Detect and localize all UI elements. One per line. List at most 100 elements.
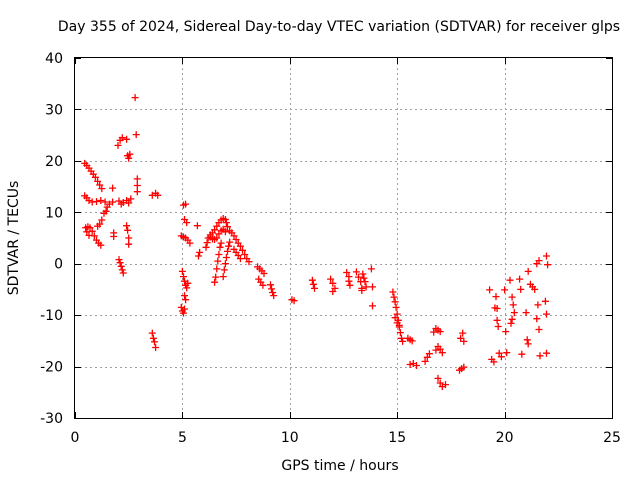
data-point	[502, 328, 510, 336]
data-point	[329, 288, 337, 295]
data-point	[497, 353, 505, 361]
data-point	[493, 316, 501, 324]
data-point	[203, 239, 211, 247]
data-point	[125, 234, 133, 242]
x-tick-label: 20	[496, 430, 514, 446]
data-point	[367, 265, 375, 273]
data-point	[149, 334, 157, 342]
data-point	[508, 315, 516, 323]
data-point	[94, 177, 102, 185]
data-points	[81, 94, 552, 391]
data-point	[508, 293, 516, 301]
data-point	[183, 219, 191, 227]
data-point	[423, 353, 431, 361]
data-point	[224, 223, 231, 231]
data-point	[442, 381, 449, 389]
data-point	[430, 328, 438, 336]
data-point	[97, 241, 105, 249]
data-point	[109, 184, 117, 192]
data-point	[460, 363, 468, 371]
data-point	[123, 135, 131, 143]
data-point	[269, 289, 277, 296]
data-point	[369, 283, 376, 291]
data-point	[236, 242, 244, 250]
data-point	[535, 326, 543, 333]
data-point	[213, 265, 221, 273]
data-point	[360, 274, 368, 282]
data-point	[220, 266, 228, 274]
data-point	[343, 269, 351, 276]
data-point	[490, 358, 498, 366]
x-tick-labels: 0 5 10 15 20 25	[71, 430, 621, 446]
axis-ticks	[75, 58, 613, 419]
x-axis-label: GPS time / hours	[281, 458, 398, 474]
data-point	[308, 276, 316, 284]
data-point	[216, 243, 224, 251]
data-point	[239, 246, 246, 254]
data-point	[533, 315, 541, 323]
x-tick-label: 5	[178, 430, 187, 446]
data-point	[432, 346, 440, 354]
data-point	[214, 257, 222, 265]
data-point	[85, 197, 93, 204]
data-point	[346, 281, 354, 289]
data-point	[396, 329, 404, 337]
data-point	[327, 275, 335, 283]
data-point	[493, 305, 501, 312]
data-point	[202, 243, 210, 251]
x-tick-label: 15	[388, 430, 406, 446]
data-point	[352, 268, 360, 276]
data-point	[268, 285, 275, 293]
data-point	[127, 195, 135, 203]
data-point	[391, 314, 399, 322]
data-point	[232, 236, 240, 243]
y-tick-label: 40	[45, 51, 63, 67]
data-point	[358, 287, 366, 294]
data-point	[510, 309, 518, 317]
y-tick-label: 0	[54, 257, 63, 273]
data-point	[492, 293, 500, 301]
data-point	[133, 182, 141, 189]
data-point	[96, 181, 104, 189]
data-point	[536, 352, 544, 360]
data-point	[392, 303, 400, 311]
data-point	[438, 349, 446, 357]
data-point	[494, 323, 502, 330]
data-point	[457, 334, 465, 342]
data-point	[534, 301, 542, 309]
data-point	[116, 259, 124, 267]
data-point	[178, 267, 186, 275]
data-point	[524, 340, 532, 348]
data-point	[393, 310, 401, 318]
chart-title: Day 355 of 2024, Sidereal Day-to-day VTE…	[58, 19, 620, 35]
data-point	[259, 281, 267, 289]
data-point	[117, 262, 125, 270]
data-point	[311, 284, 318, 292]
data-point	[182, 296, 190, 304]
data-point	[503, 349, 511, 357]
data-point	[123, 222, 131, 230]
data-point	[125, 199, 133, 207]
data-point	[181, 305, 188, 313]
data-point	[290, 297, 298, 305]
y-tick-labels: -30 -20 -10 0 10 20 30 40	[40, 51, 63, 427]
data-point	[389, 288, 397, 296]
data-point	[180, 273, 187, 281]
data-point	[221, 228, 229, 236]
data-point	[217, 239, 225, 247]
y-tick-label: -20	[40, 360, 63, 376]
data-point	[91, 173, 99, 181]
data-point	[118, 266, 126, 274]
data-point	[124, 226, 132, 234]
data-point	[110, 233, 118, 240]
data-point	[213, 234, 221, 242]
data-point	[436, 345, 444, 353]
data-point	[531, 285, 539, 293]
data-point	[148, 329, 156, 337]
data-point	[543, 349, 550, 357]
y-tick-label: -10	[40, 308, 63, 324]
data-point	[522, 309, 530, 317]
data-point	[183, 284, 191, 292]
data-point	[517, 285, 525, 293]
